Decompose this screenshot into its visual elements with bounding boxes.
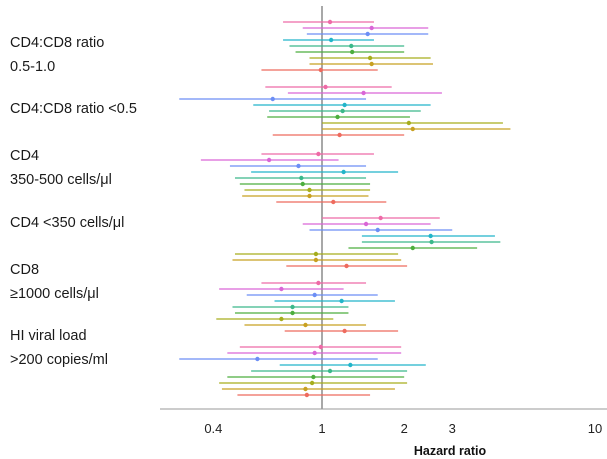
hr-point <box>316 151 321 157</box>
hr-point <box>349 49 355 55</box>
hr-point <box>318 344 324 350</box>
hr-point <box>335 114 340 120</box>
hr-point <box>406 120 412 126</box>
hr-point <box>429 239 434 245</box>
hr-point <box>279 316 284 322</box>
hr-point <box>342 102 347 108</box>
x-tick-label: 1 <box>318 421 325 436</box>
hr-point <box>300 181 305 187</box>
hr-point <box>255 356 260 362</box>
group-label-line: 0.5-1.0 <box>10 59 56 75</box>
hr-point <box>279 286 284 292</box>
hr-point <box>323 84 328 90</box>
group-label-line: ≥1000 cells/μl <box>10 286 99 302</box>
hr-point <box>270 96 275 102</box>
hr-point <box>344 263 349 269</box>
hr-point <box>296 163 301 169</box>
hr-point <box>331 199 336 205</box>
hr-point <box>290 310 295 316</box>
hr-point <box>307 193 312 199</box>
hr-point <box>318 67 324 73</box>
hr-point <box>313 251 319 257</box>
x-axis-title: Hazard ratio <box>414 444 487 458</box>
hr-point <box>367 55 373 61</box>
hr-point <box>290 304 295 310</box>
hr-point <box>303 386 308 392</box>
x-tick-label: 2 <box>401 421 408 436</box>
hr-point <box>410 245 415 251</box>
group-label-line: CD8 <box>10 262 40 278</box>
group-label-cd4cd8-05-10: CD4:CD8 ratio 0.5-1.0 <box>10 33 104 77</box>
group-label-line: >200 copies/ml <box>10 352 108 368</box>
hr-point <box>348 362 353 368</box>
hr-point <box>316 280 321 286</box>
hr-point <box>365 31 370 37</box>
hr-point <box>327 368 333 374</box>
hr-point <box>266 157 272 163</box>
hr-point <box>312 292 317 298</box>
hr-point <box>309 380 315 386</box>
group-label-cd4-lt350: CD4 <350 cells/μl <box>10 213 124 233</box>
hr-point <box>349 43 354 49</box>
group-label-cd8-ge1000: CD8 ≥1000 cells/μl <box>10 260 99 304</box>
hr-point <box>369 61 374 67</box>
hr-point <box>307 187 312 193</box>
x-tick-label: 3 <box>449 421 456 436</box>
hr-point <box>327 19 333 25</box>
group-label-line: CD4:CD8 ratio <box>10 35 105 51</box>
hr-point <box>341 169 346 175</box>
hr-point <box>375 227 380 233</box>
hr-point <box>313 257 319 263</box>
hr-point <box>428 233 433 239</box>
hr-point <box>378 215 383 221</box>
hr-point <box>363 221 369 227</box>
hr-point <box>328 37 334 43</box>
group-label-line: CD4 <350 cells/μl <box>10 215 125 231</box>
group-label-line: 350-500 cells/μl <box>10 172 112 188</box>
hr-point <box>410 126 415 132</box>
group-label-line: HI viral load <box>10 328 87 344</box>
hr-point <box>361 90 366 96</box>
group-label-hi-viral-load: HI viral load >200 copies/ml <box>10 326 108 370</box>
group-label-line: CD4 <box>10 148 40 164</box>
hr-point <box>312 350 317 356</box>
hr-point <box>339 298 344 304</box>
hr-point <box>299 175 304 181</box>
hr-point <box>340 108 345 114</box>
hr-point <box>337 132 342 138</box>
group-label-cd4cd8-lt05: CD4:CD8 ratio <0.5 <box>10 99 137 119</box>
x-tick-label: 10 <box>588 421 602 436</box>
hr-point <box>311 374 316 380</box>
hr-point <box>303 322 308 328</box>
hr-point <box>342 328 347 334</box>
hr-point <box>304 392 310 398</box>
hr-point <box>369 25 374 31</box>
group-label-line: CD4:CD8 ratio <0.5 <box>10 101 137 117</box>
group-label-cd4-350-500: CD4 350-500 cells/μl <box>10 146 112 190</box>
x-tick-label: 0.4 <box>204 421 222 436</box>
